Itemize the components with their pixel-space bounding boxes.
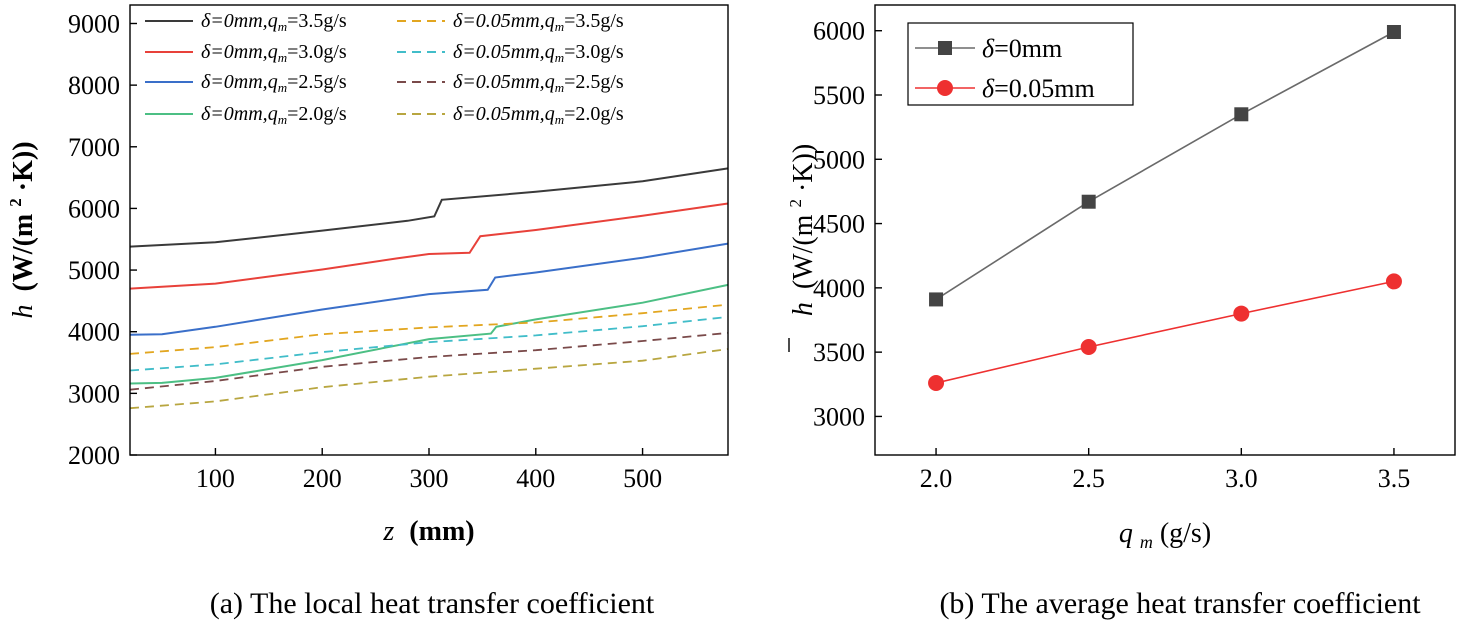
a-x-axis-unit: (mm) <box>409 516 474 547</box>
b-series-line-2 <box>935 280 1395 384</box>
b-y-axis-symbol: h <box>788 302 819 316</box>
a-x-tick-label-1: 100 <box>196 464 235 493</box>
b-y-tick-label-6: 5500 <box>813 81 865 110</box>
a-series-line-6 <box>129 316 729 372</box>
a-y-tick-label-4: 5000 <box>68 256 120 285</box>
a-y-axis-label: h (W/(m 2 ·K)) <box>0 141 39 318</box>
a-y-tick-label-1: 2000 <box>68 441 120 470</box>
a-plot-frame <box>129 4 729 456</box>
b-x-axis-symbol: q <box>1119 518 1133 549</box>
b-series-line-1 <box>935 31 1395 301</box>
a-y-axis-unit-post: ·K)) <box>8 141 39 191</box>
a-series-line-3 <box>129 242 729 336</box>
a-legend-label-5: δ=0.05mm,qm=3.5g/s <box>453 10 624 34</box>
b-y-axis-unit-pre: (W/(m <box>788 214 819 289</box>
b-y-tick-label-4: 4500 <box>813 210 865 239</box>
b-x-axis-subscript: m <box>1140 532 1153 552</box>
a-y-tick-label-6: 7000 <box>68 133 120 162</box>
b-point-s1-2 <box>1081 194 1096 209</box>
caption-a: (a) The local heat transfer coefficient <box>210 587 655 620</box>
b-point-s2-2 <box>1080 339 1097 355</box>
b-point-s2-3 <box>1233 305 1250 322</box>
b-x-tick-label-3: 3.0 <box>1225 464 1258 493</box>
b-point-s2-4 <box>1385 273 1402 290</box>
b-y-axis-label: h (W/(m 2 ·K)) <box>777 144 819 316</box>
b-ticks-group: 3000 3500 4000 4500 5000 5500 6000 2.0 2.5 3.0 3.5 <box>813 17 1410 493</box>
b-point-s1-4 <box>1386 25 1401 39</box>
a-legend-label-2: δ=0mm,qm=3.0g/s <box>201 41 347 65</box>
b-x-axis-unit: (g/s) <box>1160 518 1211 549</box>
a-y-tick-label-5: 6000 <box>68 194 120 223</box>
a-y-tick-label-8: 9000 <box>68 9 120 38</box>
b-series-group <box>928 25 1402 391</box>
b-y-tick-label-2: 3500 <box>813 338 865 367</box>
a-ticks-group: 2000 3000 4000 5000 6000 7000 8000 9000 100 200 30… <box>68 9 662 493</box>
b-y-tick-label-5: 5000 <box>813 145 865 174</box>
b-point-s1-1 <box>929 292 944 307</box>
b-point-s2-1 <box>928 375 945 391</box>
a-x-tick-label-3: 300 <box>410 464 449 493</box>
chart-local-heat-transfer: 2000 3000 4000 5000 6000 7000 8000 9000 100 200 30… <box>0 4 729 547</box>
a-x-axis-symbol: z <box>382 516 394 547</box>
a-y-tick-label-2: 3000 <box>68 379 120 408</box>
a-series-line-5 <box>129 303 729 355</box>
a-series-line-7 <box>129 332 729 391</box>
a-legend-label-7: δ=0.05mm,qm=2.5g/s <box>453 71 624 95</box>
a-y-tick-label-3: 4000 <box>68 318 120 347</box>
b-y-tick-label-3: 4000 <box>813 274 865 303</box>
b-point-s1-3 <box>1234 107 1249 122</box>
b-x-tick-label-4: 3.5 <box>1378 464 1411 493</box>
a-series-line-4 <box>129 283 729 385</box>
a-y-axis-unit-pre: (W/(m <box>8 214 39 292</box>
a-legend-label-6: δ=0.05mm,qm=3.0g/s <box>453 41 624 65</box>
a-x-tick-label-2: 200 <box>303 464 342 493</box>
b-x-axis-label: q m (g/s) <box>1119 518 1211 555</box>
a-legend-label-1: δ=0mm,qm=3.5g/s <box>201 10 347 34</box>
b-y-axis-unit-sup: 2 <box>786 199 805 208</box>
b-legend-label-2: δ=0.05mm <box>982 74 1095 103</box>
b-legend-label-1: δ=0mm <box>982 34 1062 63</box>
a-series-group <box>129 167 729 410</box>
b-legend-marker-2 <box>937 80 953 96</box>
a-y-axis-symbol: h <box>8 305 39 319</box>
b-y-tick-label-1: 3000 <box>813 402 865 431</box>
a-legend-label-4: δ=0mm,qm=2.0g/s <box>201 103 347 127</box>
a-series-line-8 <box>129 348 729 410</box>
a-x-tick-label-5: 500 <box>623 464 662 493</box>
a-series-line-2 <box>129 202 729 290</box>
a-legend: δ=0mm,qm=3.5g/s δ=0mm,qm=3.0g/s δ=0mm,qm=2… <box>145 10 624 127</box>
a-y-tick-label-7: 8000 <box>68 71 120 100</box>
b-legend: δ=0mm δ=0.05mm <box>907 22 1134 106</box>
a-legend-label-3: δ=0mm,qm=2.5g/s <box>201 71 347 95</box>
b-x-tick-label-2: 2.5 <box>1072 464 1105 493</box>
chart-average-heat-transfer: 3000 3500 4000 4500 5000 5500 6000 2.0 2.5 3.0 3.5… <box>777 4 1456 555</box>
caption-b: (b) The average heat transfer coefficien… <box>939 587 1421 620</box>
b-y-axis-unit-post: ·K)) <box>788 144 819 192</box>
b-legend-marker-1 <box>938 41 952 55</box>
a-series-line-1 <box>129 167 729 248</box>
a-x-tick-label-4: 400 <box>516 464 555 493</box>
b-y-tick-label-7: 6000 <box>813 17 865 46</box>
a-y-axis-unit-sup: 2 <box>6 198 25 207</box>
a-legend-label-8: δ=0.05mm,qm=2.0g/s <box>453 103 624 127</box>
b-plot-frame <box>874 4 1456 456</box>
b-x-tick-label-1: 2.0 <box>920 464 953 493</box>
a-x-axis-label: z (mm) <box>382 516 474 547</box>
